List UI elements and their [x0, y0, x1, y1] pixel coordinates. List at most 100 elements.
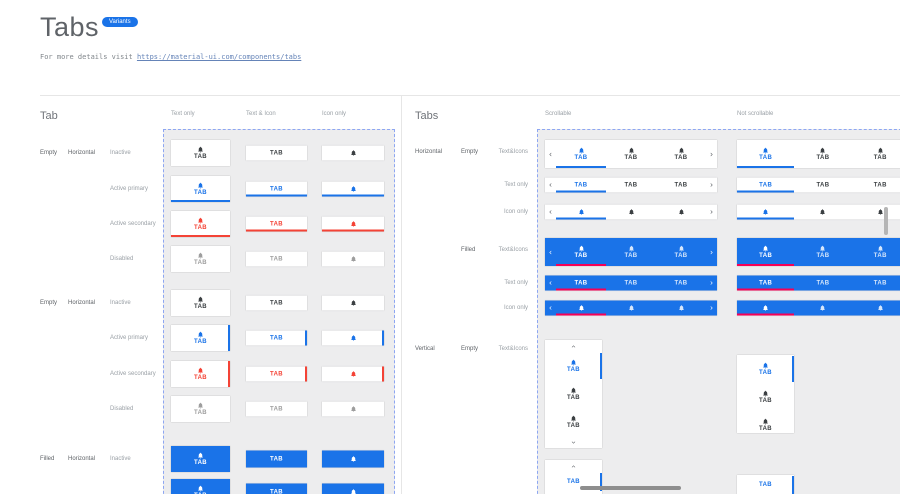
tab-item[interactable]: TAB — [794, 276, 851, 291]
tab-item[interactable]: TAB — [852, 178, 900, 193]
chevron-left-icon[interactable] — [545, 178, 556, 193]
chevron-left-icon[interactable] — [545, 238, 556, 266]
tab-item[interactable]: TAB — [737, 411, 794, 439]
tab-item[interactable]: TAB — [794, 140, 851, 168]
tab-cell-text-icon[interactable]: TAB — [171, 140, 230, 166]
tab-item-active[interactable]: TAB — [737, 355, 794, 383]
tab-cell-text-icon[interactable]: TAB — [171, 176, 230, 202]
tab-cell-text[interactable]: TAB — [246, 145, 307, 161]
horizontal-scrollbar-thumb[interactable] — [580, 486, 681, 490]
tab-item[interactable]: TAB — [606, 238, 656, 266]
chevron-right-icon[interactable] — [706, 301, 717, 316]
tab-item-active[interactable]: TAB — [556, 276, 606, 291]
tab-cell-text-icon[interactable]: TAB — [171, 246, 230, 272]
tab-cell-text-icon[interactable]: TAB — [171, 290, 230, 316]
tab-cell-text[interactable]: TAB — [246, 366, 307, 382]
vertical-tabs-not-scrollable[interactable]: TAB TAB TAB — [737, 355, 794, 433]
chevron-left-icon[interactable] — [545, 301, 556, 316]
tabs-bar-not-scrollable-filled[interactable] — [737, 300, 900, 316]
tab-item-active[interactable] — [556, 301, 606, 316]
tab-cell-text[interactable]: TAB — [246, 330, 307, 346]
chevron-left-icon[interactable] — [545, 276, 556, 291]
tab-cell-text-icon[interactable]: TAB — [171, 396, 230, 422]
vertical-scrollbar-thumb[interactable] — [884, 207, 888, 235]
tab-cell-text-icon[interactable]: TAB — [171, 479, 230, 494]
tab-item[interactable] — [794, 301, 851, 316]
tab-item-active[interactable] — [737, 301, 795, 316]
tab-item[interactable]: TAB — [852, 238, 900, 266]
tab-cell-icon[interactable] — [322, 145, 384, 161]
tab-item[interactable]: TAB — [606, 276, 656, 291]
docs-link[interactable]: https://material-ui.com/components/tabs — [136, 53, 302, 61]
chevron-up-icon[interactable] — [545, 460, 602, 472]
tabs-bar-scrollable-filled[interactable] — [545, 300, 717, 316]
tab-item-active[interactable]: TAB — [737, 178, 795, 193]
tab-item[interactable] — [656, 301, 706, 316]
chevron-right-icon[interactable] — [706, 238, 717, 266]
tab-cell-icon[interactable] — [322, 483, 384, 494]
tab-cell-text-icon[interactable]: TAB — [171, 325, 230, 351]
tab-item-active[interactable] — [556, 205, 606, 220]
tabs-bar-not-scrollable[interactable]: TAB TAB TAB — [737, 140, 900, 168]
tab-item[interactable]: TAB — [656, 140, 706, 168]
tab-item[interactable]: TAB — [656, 276, 706, 291]
tab-item[interactable]: TAB — [794, 178, 851, 193]
tab-cell-icon[interactable] — [322, 251, 384, 267]
chevron-left-icon[interactable] — [545, 205, 556, 220]
tab-cell-text[interactable]: TAB — [246, 251, 307, 267]
tab-item[interactable]: TAB — [606, 178, 656, 193]
tabs-bar-scrollable-filled[interactable]: TAB TAB TAB — [545, 275, 717, 291]
tab-item[interactable]: TAB — [656, 238, 706, 266]
vertical-tabs-scrollable[interactable]: TAB TAB TAB — [545, 340, 602, 448]
tab-item-active[interactable]: TAB — [737, 238, 795, 266]
tabs-bar-not-scrollable[interactable]: TAB TAB TAB — [737, 177, 900, 193]
chevron-down-icon[interactable] — [545, 436, 602, 448]
tab-item[interactable] — [852, 205, 900, 220]
chevron-right-icon[interactable] — [706, 276, 717, 291]
tab-cell-text[interactable]: TAB — [246, 181, 307, 197]
tab-cell-icon[interactable] — [322, 181, 384, 197]
tab-cell-icon[interactable] — [322, 216, 384, 232]
tabs-bar-scrollable[interactable]: TAB TAB TAB — [545, 140, 717, 168]
tab-item[interactable]: TAB — [852, 140, 900, 168]
tab-item[interactable] — [852, 301, 900, 316]
tab-item-active[interactable]: TAB — [556, 238, 606, 266]
tab-item-active[interactable]: TAB — [545, 352, 602, 380]
tab-cell-icon[interactable] — [322, 366, 384, 382]
chevron-right-icon[interactable] — [706, 205, 717, 220]
tab-item-active[interactable]: TAB — [737, 140, 795, 168]
tab-cell-icon[interactable] — [322, 401, 384, 417]
tab-item-active[interactable]: TAB — [545, 472, 602, 492]
tab-item-active[interactable]: TAB — [737, 475, 794, 494]
tabs-bar-scrollable[interactable] — [545, 204, 717, 220]
tab-cell-text[interactable]: TAB — [246, 450, 307, 468]
tabs-bar-scrollable-filled[interactable]: TAB TAB TAB — [545, 238, 717, 266]
tab-item[interactable]: TAB — [545, 408, 602, 436]
tab-item-active[interactable]: TAB — [737, 276, 795, 291]
tab-item-active[interactable]: TAB — [556, 140, 606, 168]
tab-cell-icon[interactable] — [322, 330, 384, 346]
tab-item[interactable]: TAB — [737, 383, 794, 411]
tab-cell-text[interactable]: TAB — [246, 483, 307, 494]
tab-cell-icon[interactable] — [322, 450, 384, 468]
chevron-right-icon[interactable] — [706, 178, 717, 193]
tab-item-active[interactable]: TAB — [556, 178, 606, 193]
tab-item[interactable]: TAB — [656, 178, 706, 193]
tabs-bar-not-scrollable-filled[interactable]: TAB TAB TAB — [737, 238, 900, 266]
chevron-up-icon[interactable] — [545, 340, 602, 352]
vertical-tabs-not-scrollable[interactable]: TAB TAB — [737, 475, 794, 494]
tab-item[interactable]: TAB — [545, 380, 602, 408]
tab-item[interactable]: TAB — [852, 276, 900, 291]
tab-cell-text[interactable]: TAB — [246, 401, 307, 417]
tab-cell-text-icon[interactable]: TAB — [171, 361, 230, 387]
tab-item[interactable] — [656, 205, 706, 220]
tabs-bar-not-scrollable-filled[interactable]: TAB TAB TAB — [737, 275, 900, 291]
tabs-bar-scrollable[interactable]: TAB TAB TAB — [545, 177, 717, 193]
tab-cell-text-icon[interactable]: TAB — [171, 211, 230, 237]
tab-cell-icon[interactable] — [322, 295, 384, 311]
chevron-left-icon[interactable] — [545, 140, 556, 168]
tab-item[interactable]: TAB — [606, 140, 656, 168]
tab-item[interactable] — [606, 205, 656, 220]
tab-item[interactable]: TAB — [794, 238, 851, 266]
tab-cell-text[interactable]: TAB — [246, 216, 307, 232]
